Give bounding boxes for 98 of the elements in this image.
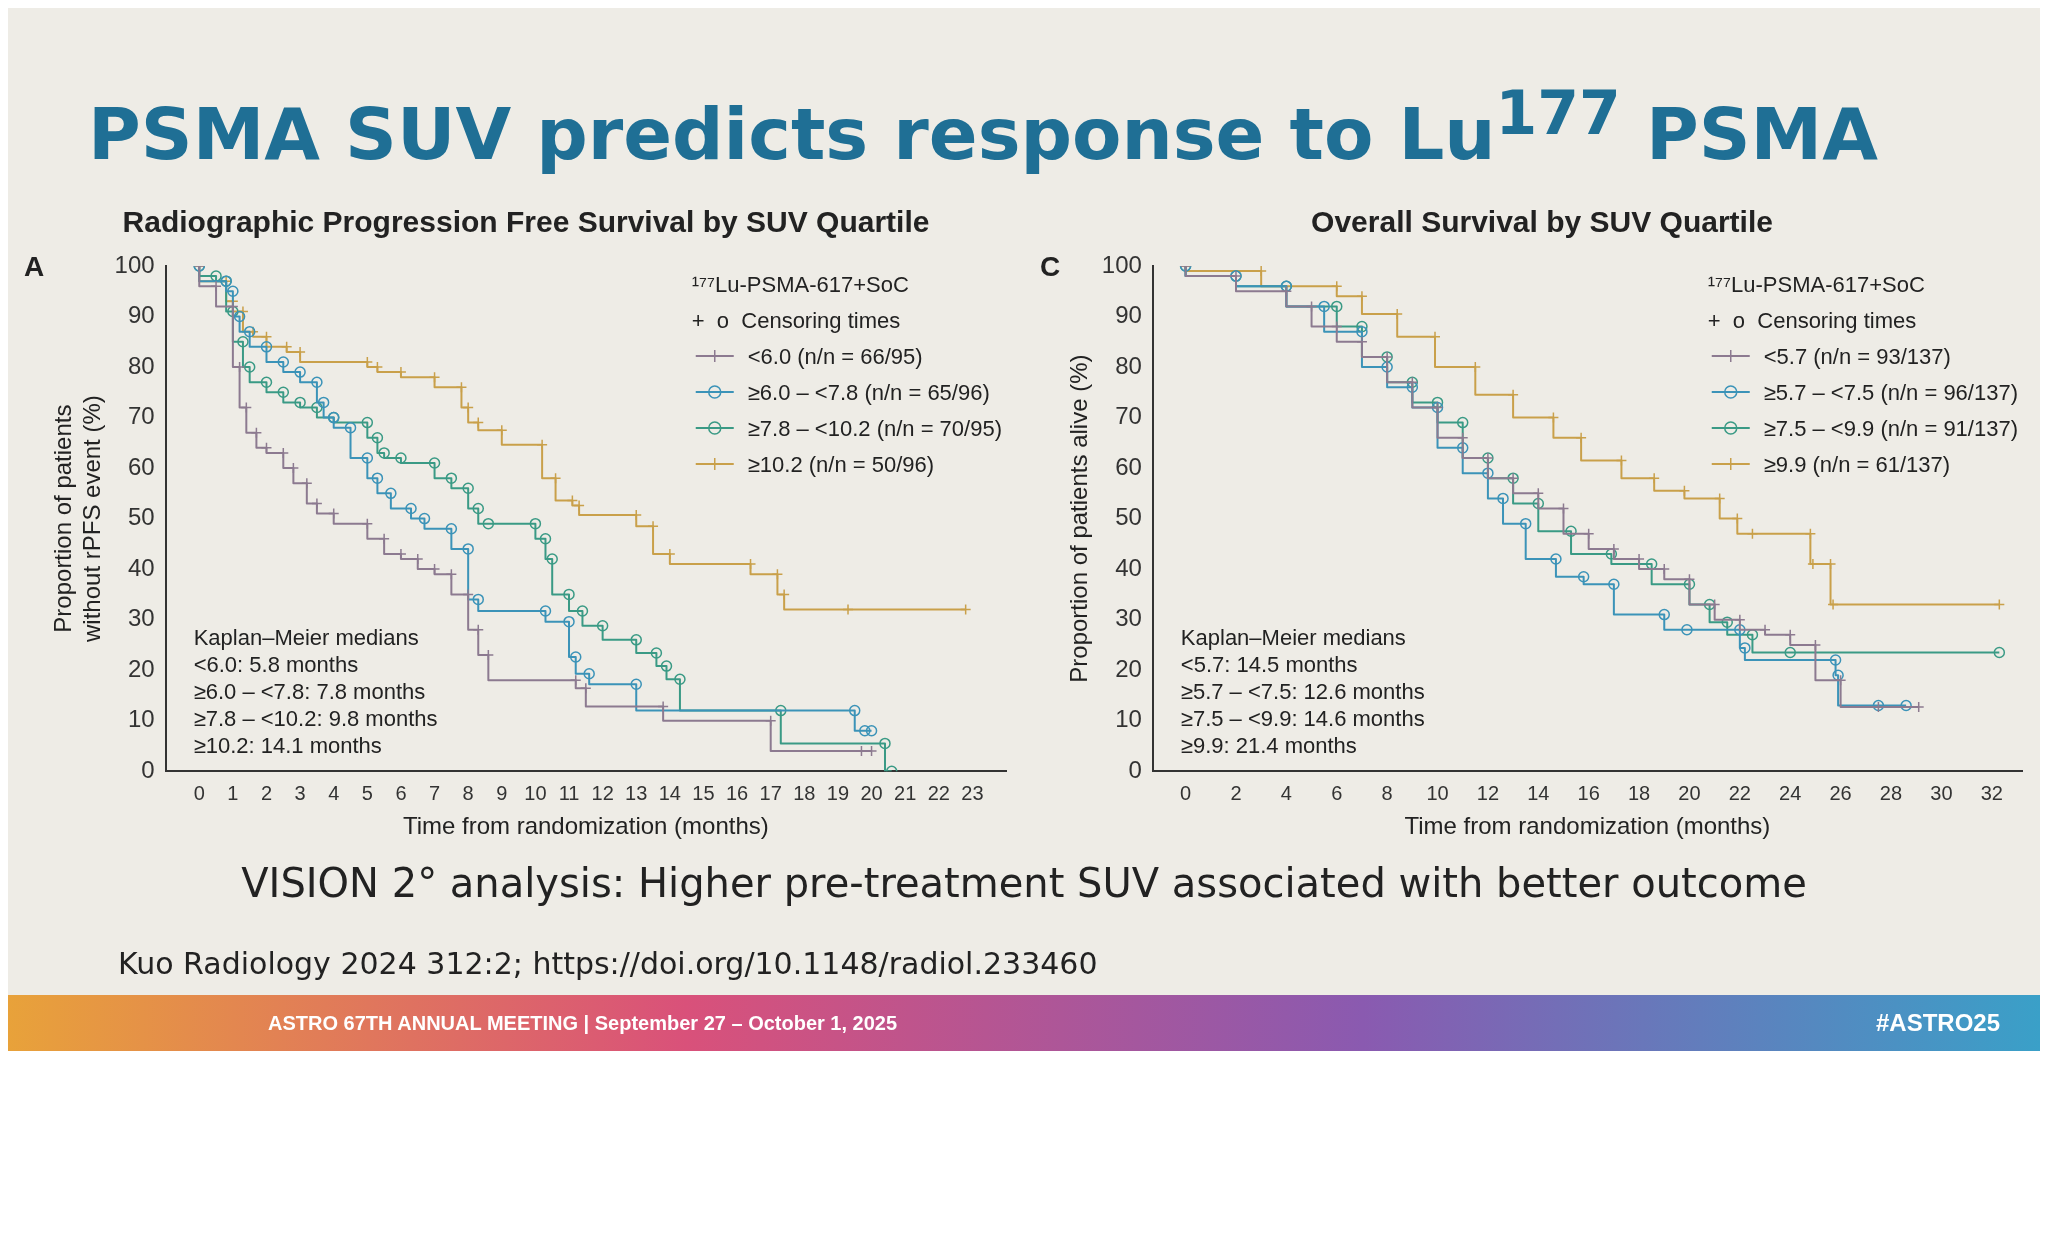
text: A (24, 250, 45, 282)
x-tick-label: 28 (1879, 781, 1903, 804)
x-tick-label: 8 (462, 781, 474, 804)
text: C (1040, 250, 1061, 282)
y-tick-label: 90 (1115, 301, 1142, 329)
x-tick-label: 15 (692, 781, 715, 804)
y-tick-label: 90 (127, 301, 155, 329)
x-tick-label: 7 (428, 781, 441, 804)
legend-label: ≥7.5 – <9.9 (n/n = 91/137) (1763, 416, 2019, 441)
y-tick-label: 60 (127, 452, 155, 480)
y-tick-label: 30 (127, 604, 155, 632)
x-tick-label: 4 (328, 781, 340, 804)
x-tick-label: 19 (826, 781, 850, 804)
x-tick-label: 11 (558, 781, 580, 804)
chart-subtitle: PSMA SUV predicts response to Lu$^{177}$ PSMA (87, 77, 1879, 178)
legend-title: ¹⁷⁷Lu-PSMA-617+SoC (1707, 272, 1925, 297)
x-tick-label: 17 (759, 781, 782, 804)
x-tick-label: 0 (193, 781, 205, 804)
x-tick-label: 9 (496, 781, 508, 804)
legend-label: ≥6.0 – <7.8 (n/n = 65/96) (747, 380, 990, 405)
x-tick-label: 18 (1627, 781, 1651, 804)
y-tick-label: 100 (114, 250, 155, 278)
text: ASTRO 67TH ANNUAL MEETING | September 27 – October 1, 2025 (268, 1011, 898, 1035)
x-tick-label: 20 (860, 781, 883, 804)
y-tick-label: 70 (127, 402, 155, 430)
annotation: <5.7: 14.5 months (1180, 652, 1358, 678)
y-tick-label: 100 (1101, 250, 1142, 278)
x-tick-label: 8 (1381, 781, 1393, 804)
y-tick-label: 0 (1128, 755, 1142, 783)
annotation: <6.0: 5.8 months (193, 652, 359, 678)
annotation: ≥10.2: 14.1 months (193, 733, 382, 759)
annotation: ≥6.0 – <7.8: 7.8 months (193, 679, 426, 705)
x-tick-label: 30 (1930, 781, 1953, 804)
x-tick-label: 20 (1678, 781, 1701, 804)
x-tick-label: 6 (395, 781, 407, 804)
chart-title: Overall Survival by SUV Quartile (1311, 205, 1773, 239)
text: VISION 2° analysis: Higher pre-treatment SUV associated with better outcome (240, 859, 1808, 908)
x-tick-label: 4 (1280, 781, 1292, 804)
x-tick-label: 16 (1577, 781, 1600, 804)
annotation: + o Censoring times (1707, 308, 1917, 333)
legend-label: ≥9.9 (n/n = 61/137) (1763, 452, 1951, 477)
x-tick-label: 6 (1331, 781, 1343, 804)
legend-label: ≥7.8 – <10.2 (n/n = 70/95) (747, 416, 1003, 441)
legend-title: ¹⁷⁷Lu-PSMA-617+SoC (691, 272, 909, 297)
y-tick-label: 0 (141, 755, 155, 783)
x-tick-label: 22 (927, 781, 950, 804)
y-tick-label: 10 (127, 705, 155, 733)
y-axis-title: Proportion of patients without rPFS event (%) (49, 395, 105, 643)
x-tick-label: 1 (227, 781, 239, 804)
x-tick-label: 26 (1829, 781, 1852, 804)
annotation: Kaplan–Meier medians (1180, 625, 1406, 651)
y-tick-label: 60 (1115, 452, 1142, 480)
y-tick-label: 50 (127, 503, 155, 531)
y-tick-label: 20 (127, 654, 155, 682)
text: #ASTRO25 (1875, 1009, 2000, 1037)
x-tick-label: 13 (625, 781, 648, 804)
y-tick-label: 70 (1115, 402, 1142, 430)
annotation: ≥5.7 – <7.5: 12.6 months (1180, 679, 1425, 705)
chart-title: Radiographic Progression Free Survival by SUV Quartile (122, 205, 930, 239)
y-tick-label: 20 (1115, 654, 1142, 682)
annotation: ≥7.5 – <9.9: 14.6 months (1180, 706, 1425, 732)
annotation: ≥9.9: 21.4 months (1180, 733, 1357, 759)
x-tick-label: 2 (1230, 781, 1242, 804)
y-tick-label: 40 (1115, 553, 1142, 581)
legend-label: ≥10.2 (n/n = 50/96) (747, 452, 935, 477)
x-tick-label: 23 (961, 781, 984, 804)
x-tick-label: 21 (894, 781, 917, 804)
annotation: + o Censoring times (691, 308, 901, 333)
y-tick-label: 50 (1115, 503, 1142, 531)
x-tick-label: 10 (1426, 781, 1449, 804)
y-tick-label: 10 (1115, 705, 1142, 733)
legend-label: ≥5.7 – <7.5 (n/n = 96/137) (1763, 380, 2019, 405)
y-tick-label: 40 (127, 553, 155, 581)
annotation: ≥7.8 – <10.2: 9.8 months (193, 706, 438, 732)
x-tick-label: 18 (793, 781, 816, 804)
x-tick-label: 14 (1527, 781, 1550, 804)
x-tick-label: 32 (1980, 781, 2003, 804)
x-tick-label: 14 (658, 781, 681, 804)
annotation: Kaplan–Meier medians (193, 625, 419, 651)
y-tick-label: 30 (1115, 604, 1142, 632)
x-tick-label: 2 (260, 781, 273, 804)
x-axis-title: Time from randomization (months) (402, 812, 769, 840)
x-tick-label: 3 (294, 781, 306, 804)
x-tick-label: 5 (361, 781, 373, 804)
x-tick-label: 12 (1476, 781, 1500, 804)
x-tick-label: 0 (1180, 781, 1192, 804)
x-axis-title: Time from randomization (months) (1404, 812, 1771, 840)
x-tick-label: 12 (591, 781, 614, 804)
x-tick-label: 24 (1779, 781, 1802, 804)
y-tick-label: 80 (1115, 351, 1142, 379)
y-tick-label: 80 (127, 351, 155, 379)
y-axis-title: Proportion of patients alive (%) (1065, 354, 1093, 683)
legend-label: <5.7 (n/n = 93/137) (1763, 344, 1951, 369)
legend-label: <6.0 (n/n = 66/95) (747, 344, 923, 369)
x-tick-label: 22 (1728, 781, 1751, 804)
x-tick-label: 10 (524, 781, 547, 804)
text: Kuo Radiology 2024 312:2; https://doi.org/10.1148/radiol.233460 (117, 945, 1099, 983)
x-tick-label: 16 (725, 781, 749, 804)
